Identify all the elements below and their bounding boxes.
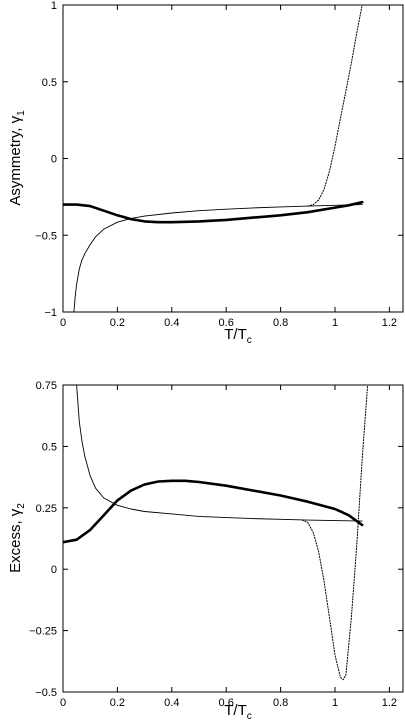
x-tick-label: 1 [332, 317, 338, 329]
x-tick-label: 0.4 [164, 697, 179, 709]
x-tick-label: 0.8 [273, 317, 288, 329]
plot-frame [62, 384, 404, 693]
series-line-dotted [301, 385, 369, 681]
x-tick-label: 1.2 [382, 317, 397, 329]
y-tick-label: 0.75 [36, 380, 57, 392]
chart-2: 0 0.2 0.4 0.6 0.8 1 1.2 −0.5 −0.25 0 0.25 0.5 0.75 T/… [7, 380, 404, 721]
x-tick-label: 1 [332, 697, 338, 709]
x-axis-label: T/Tc [224, 702, 252, 721]
y-axis-label: Excess, γ2 [7, 503, 27, 573]
series-line-dotted [307, 5, 363, 207]
series-line-thick [63, 200, 364, 224]
series-line-thin [76, 385, 363, 522]
x-tick-label: 0.8 [273, 697, 288, 709]
chart-1: 0 0.2 0.4 0.6 0.8 1 1.2 −1 −0.5 0 0.5 1 T/Tc Asymmetr… [7, 0, 404, 346]
y-tick-label: 0.5 [42, 441, 57, 453]
x-tick-label: 0 [60, 697, 66, 709]
x-tick-label: 0.2 [110, 697, 125, 709]
x-axis-label: T/Tc [224, 326, 252, 346]
x-tick-label: 0.6 [219, 697, 234, 709]
x-tick-label: 0.6 [219, 317, 234, 329]
y-tick-label: 0.5 [42, 77, 57, 89]
y-tick-label: 0 [51, 564, 57, 576]
x-tick-label: 0 [60, 317, 66, 329]
x-tick-label: 0.4 [164, 317, 179, 329]
y-tick-label: −1 [44, 307, 57, 319]
y-tick-label: −0.25 [29, 626, 57, 638]
y-tick-label: −0.5 [35, 687, 57, 699]
y-tick-label: 0.25 [36, 503, 57, 515]
y-tick-label: −0.5 [35, 230, 57, 242]
plot-frame [62, 4, 404, 313]
series-line-thick [63, 479, 364, 544]
y-axis-label: Asymmetry, γ1 [7, 110, 27, 206]
x-tick-label: 1.2 [382, 697, 397, 709]
x-tick-label: 0.2 [110, 317, 125, 329]
y-tick-label: 1 [51, 0, 57, 12]
y-tick-label: 0 [51, 154, 57, 166]
series-line-thin [73, 204, 363, 312]
